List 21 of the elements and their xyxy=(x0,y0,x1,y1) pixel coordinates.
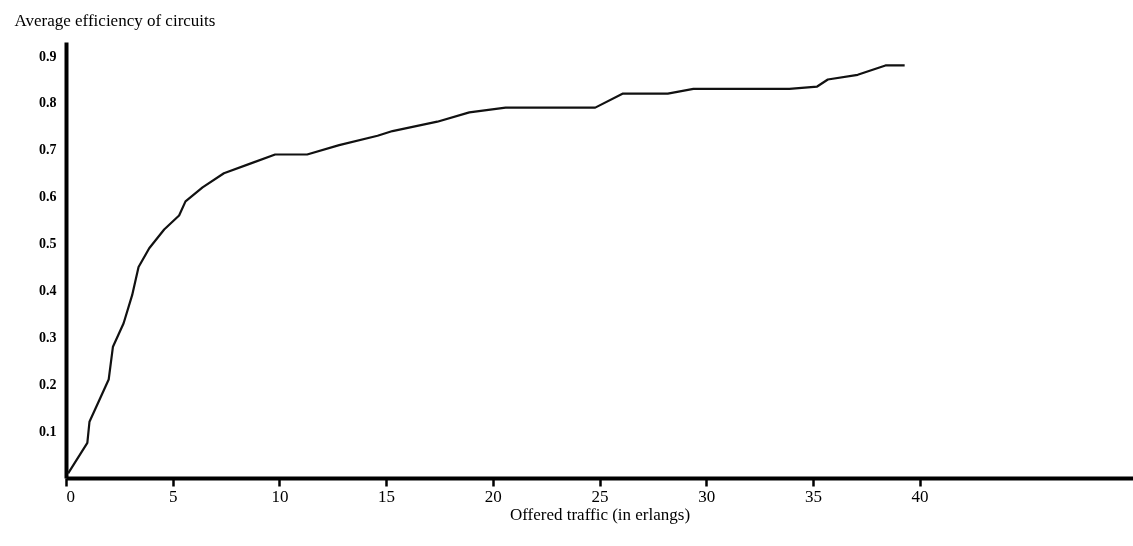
x-tick-label: 30 xyxy=(698,486,716,506)
y-tick-label: 0.9 xyxy=(39,48,57,64)
x-tick-label: 35 xyxy=(804,486,822,506)
y-tick-label: 0.7 xyxy=(39,142,57,158)
y-tick-label: 0.5 xyxy=(39,236,57,252)
y-tick-label: 0.3 xyxy=(39,329,57,345)
y-tick-label: 0.1 xyxy=(39,423,57,439)
line-series xyxy=(67,64,906,475)
x-tick-label: 10 xyxy=(271,486,289,506)
y-tick-label: 0.2 xyxy=(39,376,57,392)
x-tick-label: 0 xyxy=(66,486,75,506)
y-tick-label: 0.6 xyxy=(39,189,57,205)
x-tick-label: 5 xyxy=(168,486,178,506)
x-axis-title: Offered traffic (in erlangs) xyxy=(509,504,691,524)
y-axis-title: Average efficiency of circuits xyxy=(14,10,216,30)
y-tick-label: 0.4 xyxy=(39,282,57,298)
x-tick-label: 20 xyxy=(484,486,502,506)
x-tick-label: 25 xyxy=(591,486,609,506)
x-tick-label: 40 xyxy=(911,486,929,506)
y-tick-label: 0.8 xyxy=(39,95,57,111)
x-tick-label: 15 xyxy=(378,486,396,506)
